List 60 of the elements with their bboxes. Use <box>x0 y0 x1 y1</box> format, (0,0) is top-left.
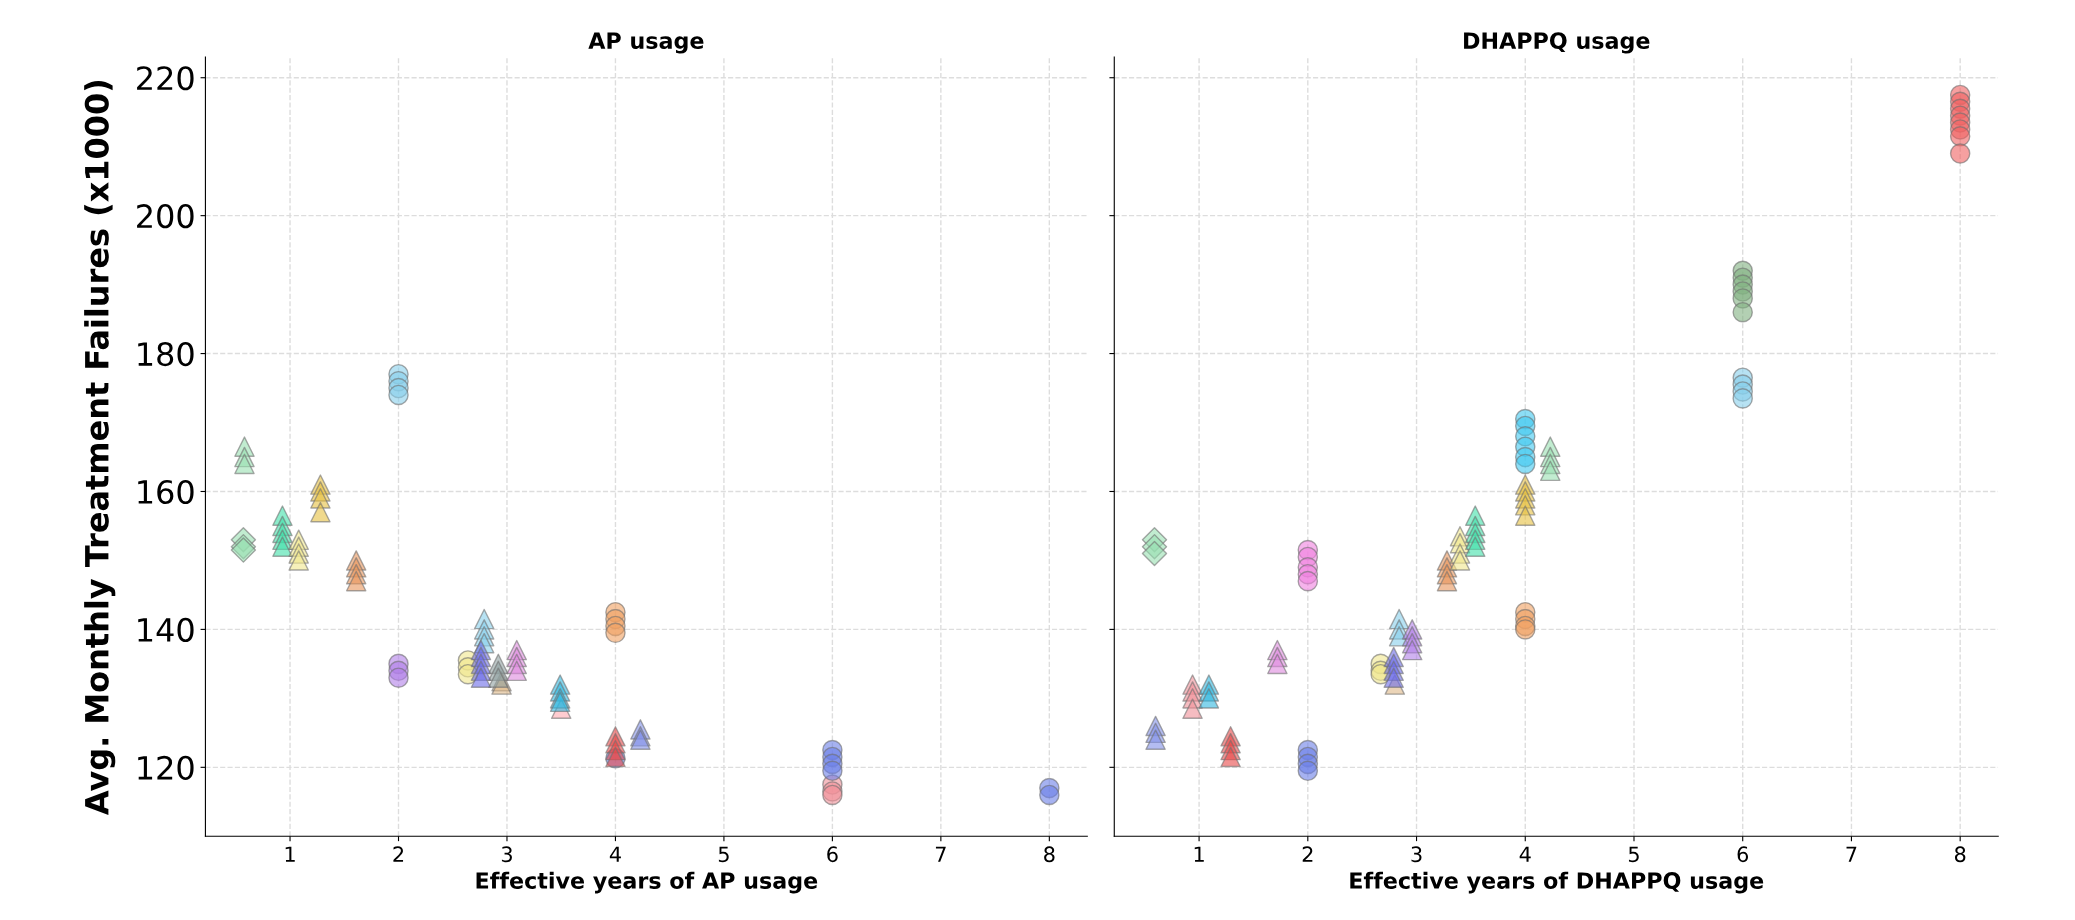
point <box>345 570 367 592</box>
point <box>605 622 626 644</box>
x-tick-label: 2 <box>393 846 404 862</box>
y-tick-label: 180 <box>138 341 194 367</box>
point <box>234 453 255 475</box>
x-tick-label: 8 <box>1954 846 1966 863</box>
point <box>1198 688 1220 709</box>
point <box>1220 746 1241 768</box>
point <box>1401 639 1423 661</box>
x-tick-label: 5 <box>1628 846 1639 863</box>
y-tick-label: 120 <box>138 755 194 780</box>
x-tick-label: 2 <box>1302 846 1313 862</box>
x-axis-title: Effective years of AP usage <box>476 871 818 894</box>
point <box>1464 536 1486 557</box>
y-tick-label: 220 <box>137 66 194 91</box>
point <box>470 667 492 688</box>
x-tick-label: 6 <box>827 846 838 863</box>
point <box>1732 301 1753 323</box>
point <box>1449 550 1471 571</box>
y-tick-label: 200 <box>137 204 194 229</box>
y-axis-title: Avg. Monthly Treatment Failures (x1000) <box>84 80 116 815</box>
point <box>506 660 528 682</box>
x-tick-label: 3 <box>501 846 512 863</box>
x-tick-label: 5 <box>718 846 729 863</box>
x-tick-label: 7 <box>1846 846 1857 862</box>
x-tick-label: 1 <box>1194 846 1204 862</box>
x-tick-label: 1 <box>285 846 295 862</box>
x-tick-label: 4 <box>609 846 621 862</box>
point <box>1436 570 1458 592</box>
point <box>1039 784 1060 806</box>
point <box>1297 570 1319 592</box>
point <box>272 536 293 557</box>
x-tick-label: 3 <box>1411 846 1422 863</box>
y-tick-label: 160 <box>138 479 194 505</box>
point <box>1383 667 1404 688</box>
point <box>310 501 331 523</box>
point <box>1732 388 1753 409</box>
point <box>1182 698 1203 719</box>
chart-title: DHAPPQ usage <box>1464 32 1650 54</box>
x-tick-label: 7 <box>935 846 946 862</box>
x-tick-label: 6 <box>1737 846 1749 863</box>
point <box>288 550 309 571</box>
point <box>310 488 331 509</box>
chart-title: AP usage <box>588 32 704 54</box>
point <box>1141 540 1168 567</box>
point <box>1514 453 1536 475</box>
y-tick-label: 140 <box>138 617 194 642</box>
point <box>1267 653 1288 675</box>
x-tick-label: 4 <box>1519 846 1531 862</box>
point <box>822 760 843 782</box>
point <box>1539 460 1561 482</box>
point <box>1949 126 1971 147</box>
point <box>1514 505 1536 526</box>
point <box>1949 143 1971 164</box>
point <box>1297 760 1319 782</box>
point <box>388 384 409 406</box>
x-tick-label: 8 <box>1044 846 1055 863</box>
point <box>388 667 409 688</box>
x-axis-title: Effective years of DHAPPQ usage <box>1350 871 1764 894</box>
point <box>1145 729 1166 751</box>
